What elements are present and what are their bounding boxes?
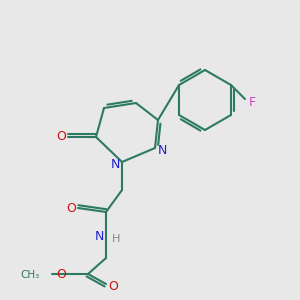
Text: O: O — [56, 268, 66, 281]
Text: N: N — [110, 158, 120, 170]
Text: F: F — [248, 95, 256, 109]
Text: N: N — [157, 143, 167, 157]
Text: N: N — [94, 230, 104, 242]
Text: H: H — [112, 234, 120, 244]
Text: O: O — [66, 202, 76, 214]
Text: CH₃: CH₃ — [21, 270, 40, 280]
Text: O: O — [108, 280, 118, 293]
Text: O: O — [56, 130, 66, 143]
